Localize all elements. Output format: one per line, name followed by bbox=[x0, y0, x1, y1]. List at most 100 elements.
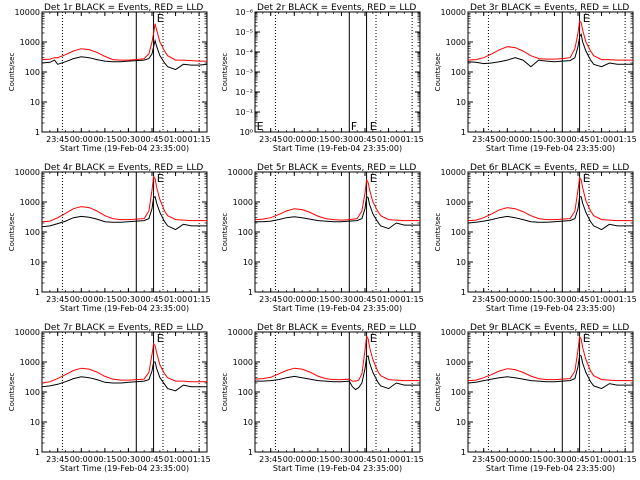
panel-1: Det 1r BLACK = Events, RED = LLD 1 10 100 10… bbox=[8, 3, 211, 153]
y-tick-label: 1 bbox=[35, 448, 40, 457]
x-tick-label: 23:45 bbox=[472, 455, 495, 464]
lld-series-line bbox=[41, 342, 207, 384]
x-tick-label: 00:15 bbox=[519, 455, 542, 464]
x-tick-label: 00:45 bbox=[353, 295, 376, 304]
y-axis-label: Counts/sec bbox=[434, 373, 442, 412]
lld-series-line bbox=[254, 178, 420, 222]
x-axis-label: Start Time (19-Feb-04 23:35:00) bbox=[486, 464, 615, 473]
y-tick-label: 10 bbox=[456, 418, 466, 427]
y-tick-label: 1000 bbox=[20, 198, 40, 207]
y-tick-label: 10000 bbox=[441, 168, 466, 177]
lld-series-line bbox=[467, 176, 633, 222]
panel-title: Det 1r BLACK = Events, RED = LLD bbox=[44, 3, 203, 13]
x-tick-label: 00:15 bbox=[93, 135, 116, 144]
x-tick-label: 01:00 bbox=[164, 135, 187, 144]
x-tick-label: 00:00 bbox=[283, 135, 306, 144]
x-tick-label: 01:15 bbox=[614, 135, 637, 144]
y-axis-label: Counts/sec bbox=[434, 213, 442, 252]
y-tick-label: 10000 bbox=[228, 168, 253, 177]
y-tick-label: 10⁻³ bbox=[235, 68, 253, 77]
x-tick-label: 23:45 bbox=[46, 135, 69, 144]
x-tick-label: 01:15 bbox=[401, 455, 424, 464]
x-tick-label: 00:45 bbox=[566, 295, 589, 304]
y-tick-label: 100 bbox=[451, 388, 466, 397]
y-tick-label: 100 bbox=[25, 388, 40, 397]
panel-title: Det 5r BLACK = Events, RED = LLD bbox=[257, 163, 416, 173]
x-axis-label: Start Time (19-Feb-04 23:35:00) bbox=[273, 304, 402, 313]
events-series-line bbox=[467, 354, 633, 390]
y-tick-label: 10000 bbox=[441, 328, 466, 337]
y-tick-label: 1 bbox=[461, 448, 466, 457]
lld-series-line bbox=[41, 175, 207, 223]
y-tick-label: 100 bbox=[25, 68, 40, 77]
plot-frame bbox=[467, 11, 634, 133]
x-tick-label: 01:00 bbox=[590, 455, 613, 464]
marker-label: E bbox=[370, 120, 377, 133]
x-tick-label: 01:15 bbox=[188, 455, 211, 464]
y-tick-label: 10000 bbox=[15, 328, 40, 337]
lld-series-line bbox=[41, 23, 207, 62]
panel-6: Det 6r BLACK = Events, RED = LLD 1 10 100 10… bbox=[434, 163, 637, 313]
x-tick-label: 23:45 bbox=[259, 135, 282, 144]
x-tick-label: 00:00 bbox=[496, 135, 519, 144]
y-tick-label: 10 bbox=[243, 258, 253, 267]
x-tick-label: 01:15 bbox=[614, 295, 637, 304]
lld-series-line bbox=[254, 335, 420, 382]
marker-label: F bbox=[351, 120, 357, 133]
marker-label: E bbox=[257, 120, 264, 133]
y-tick-label: 1000 bbox=[446, 38, 466, 47]
y-tick-label: 100 bbox=[451, 68, 466, 77]
x-tick-label: 00:45 bbox=[353, 135, 376, 144]
y-tick-label: 10⁻⁵ bbox=[235, 28, 253, 37]
x-tick-label: 00:15 bbox=[93, 295, 116, 304]
x-tick-label: 01:00 bbox=[377, 135, 400, 144]
events-series-line bbox=[467, 196, 633, 231]
x-tick-label: 01:00 bbox=[377, 455, 400, 464]
panel-3: Det 3r BLACK = Events, RED = LLD 1 10 100 10… bbox=[434, 3, 637, 153]
lld-series-line bbox=[467, 19, 633, 61]
plot-frame bbox=[41, 171, 208, 293]
y-tick-label: 1000 bbox=[20, 358, 40, 367]
panel-title: Det 4r BLACK = Events, RED = LLD bbox=[44, 163, 203, 173]
y-tick-label: 1 bbox=[461, 288, 466, 297]
x-axis-label: Start Time (19-Feb-04 23:35:00) bbox=[60, 304, 189, 313]
y-tick-label: 100 bbox=[238, 228, 253, 237]
x-tick-label: 00:45 bbox=[140, 135, 163, 144]
y-axis-label: Counts/sec bbox=[221, 373, 229, 412]
marker-label: E bbox=[157, 332, 164, 345]
panel-title: Det 8r BLACK = Events, RED = LLD bbox=[257, 323, 416, 333]
panel-title: Det 6r BLACK = Events, RED = LLD bbox=[470, 163, 629, 173]
panel-title: Det 3r BLACK = Events, RED = LLD bbox=[470, 3, 629, 13]
x-tick-label: 00:45 bbox=[140, 455, 163, 464]
panel-title: Det 7r BLACK = Events, RED = LLD bbox=[44, 323, 203, 333]
y-tick-label: 10⁻² bbox=[235, 88, 253, 97]
y-tick-label: 1 bbox=[248, 448, 253, 457]
x-tick-label: 01:00 bbox=[164, 295, 187, 304]
x-axis-label: Start Time (19-Feb-04 23:35:00) bbox=[273, 144, 402, 153]
y-tick-label: 1 bbox=[35, 288, 40, 297]
x-tick-label: 01:00 bbox=[590, 295, 613, 304]
marker-label: E bbox=[583, 172, 590, 185]
panel-title: Det 9r BLACK = Events, RED = LLD bbox=[470, 323, 629, 333]
events-series-line bbox=[255, 355, 420, 391]
x-tick-label: 00:45 bbox=[566, 135, 589, 144]
y-tick-label: 10⁻⁶ bbox=[235, 8, 253, 17]
panel-9: Det 9r BLACK = Events, RED = LLD 1 10 100 10… bbox=[434, 323, 637, 473]
x-tick-label: 00:00 bbox=[283, 295, 306, 304]
x-tick-label: 23:45 bbox=[472, 295, 495, 304]
y-tick-label: 10 bbox=[243, 418, 253, 427]
x-tick-label: 23:45 bbox=[259, 455, 282, 464]
x-tick-label: 00:15 bbox=[306, 455, 329, 464]
x-tick-label: 00:30 bbox=[330, 455, 353, 464]
x-tick-label: 01:15 bbox=[401, 135, 424, 144]
x-tick-label: 00:00 bbox=[283, 455, 306, 464]
panel-2: Det 2r BLACK = Events, RED = LLD 10⁰ 10⁻¹ 1… bbox=[221, 3, 424, 153]
y-tick-label: 1000 bbox=[20, 38, 40, 47]
y-axis-label: Counts/sec bbox=[8, 213, 16, 252]
x-tick-label: 23:45 bbox=[46, 455, 69, 464]
x-tick-label: 00:15 bbox=[306, 295, 329, 304]
plot-frame bbox=[254, 11, 421, 133]
y-axis-label: Counts/sec bbox=[8, 373, 16, 412]
x-tick-label: 01:00 bbox=[590, 135, 613, 144]
y-axis-label: Counts/sec bbox=[434, 53, 442, 92]
